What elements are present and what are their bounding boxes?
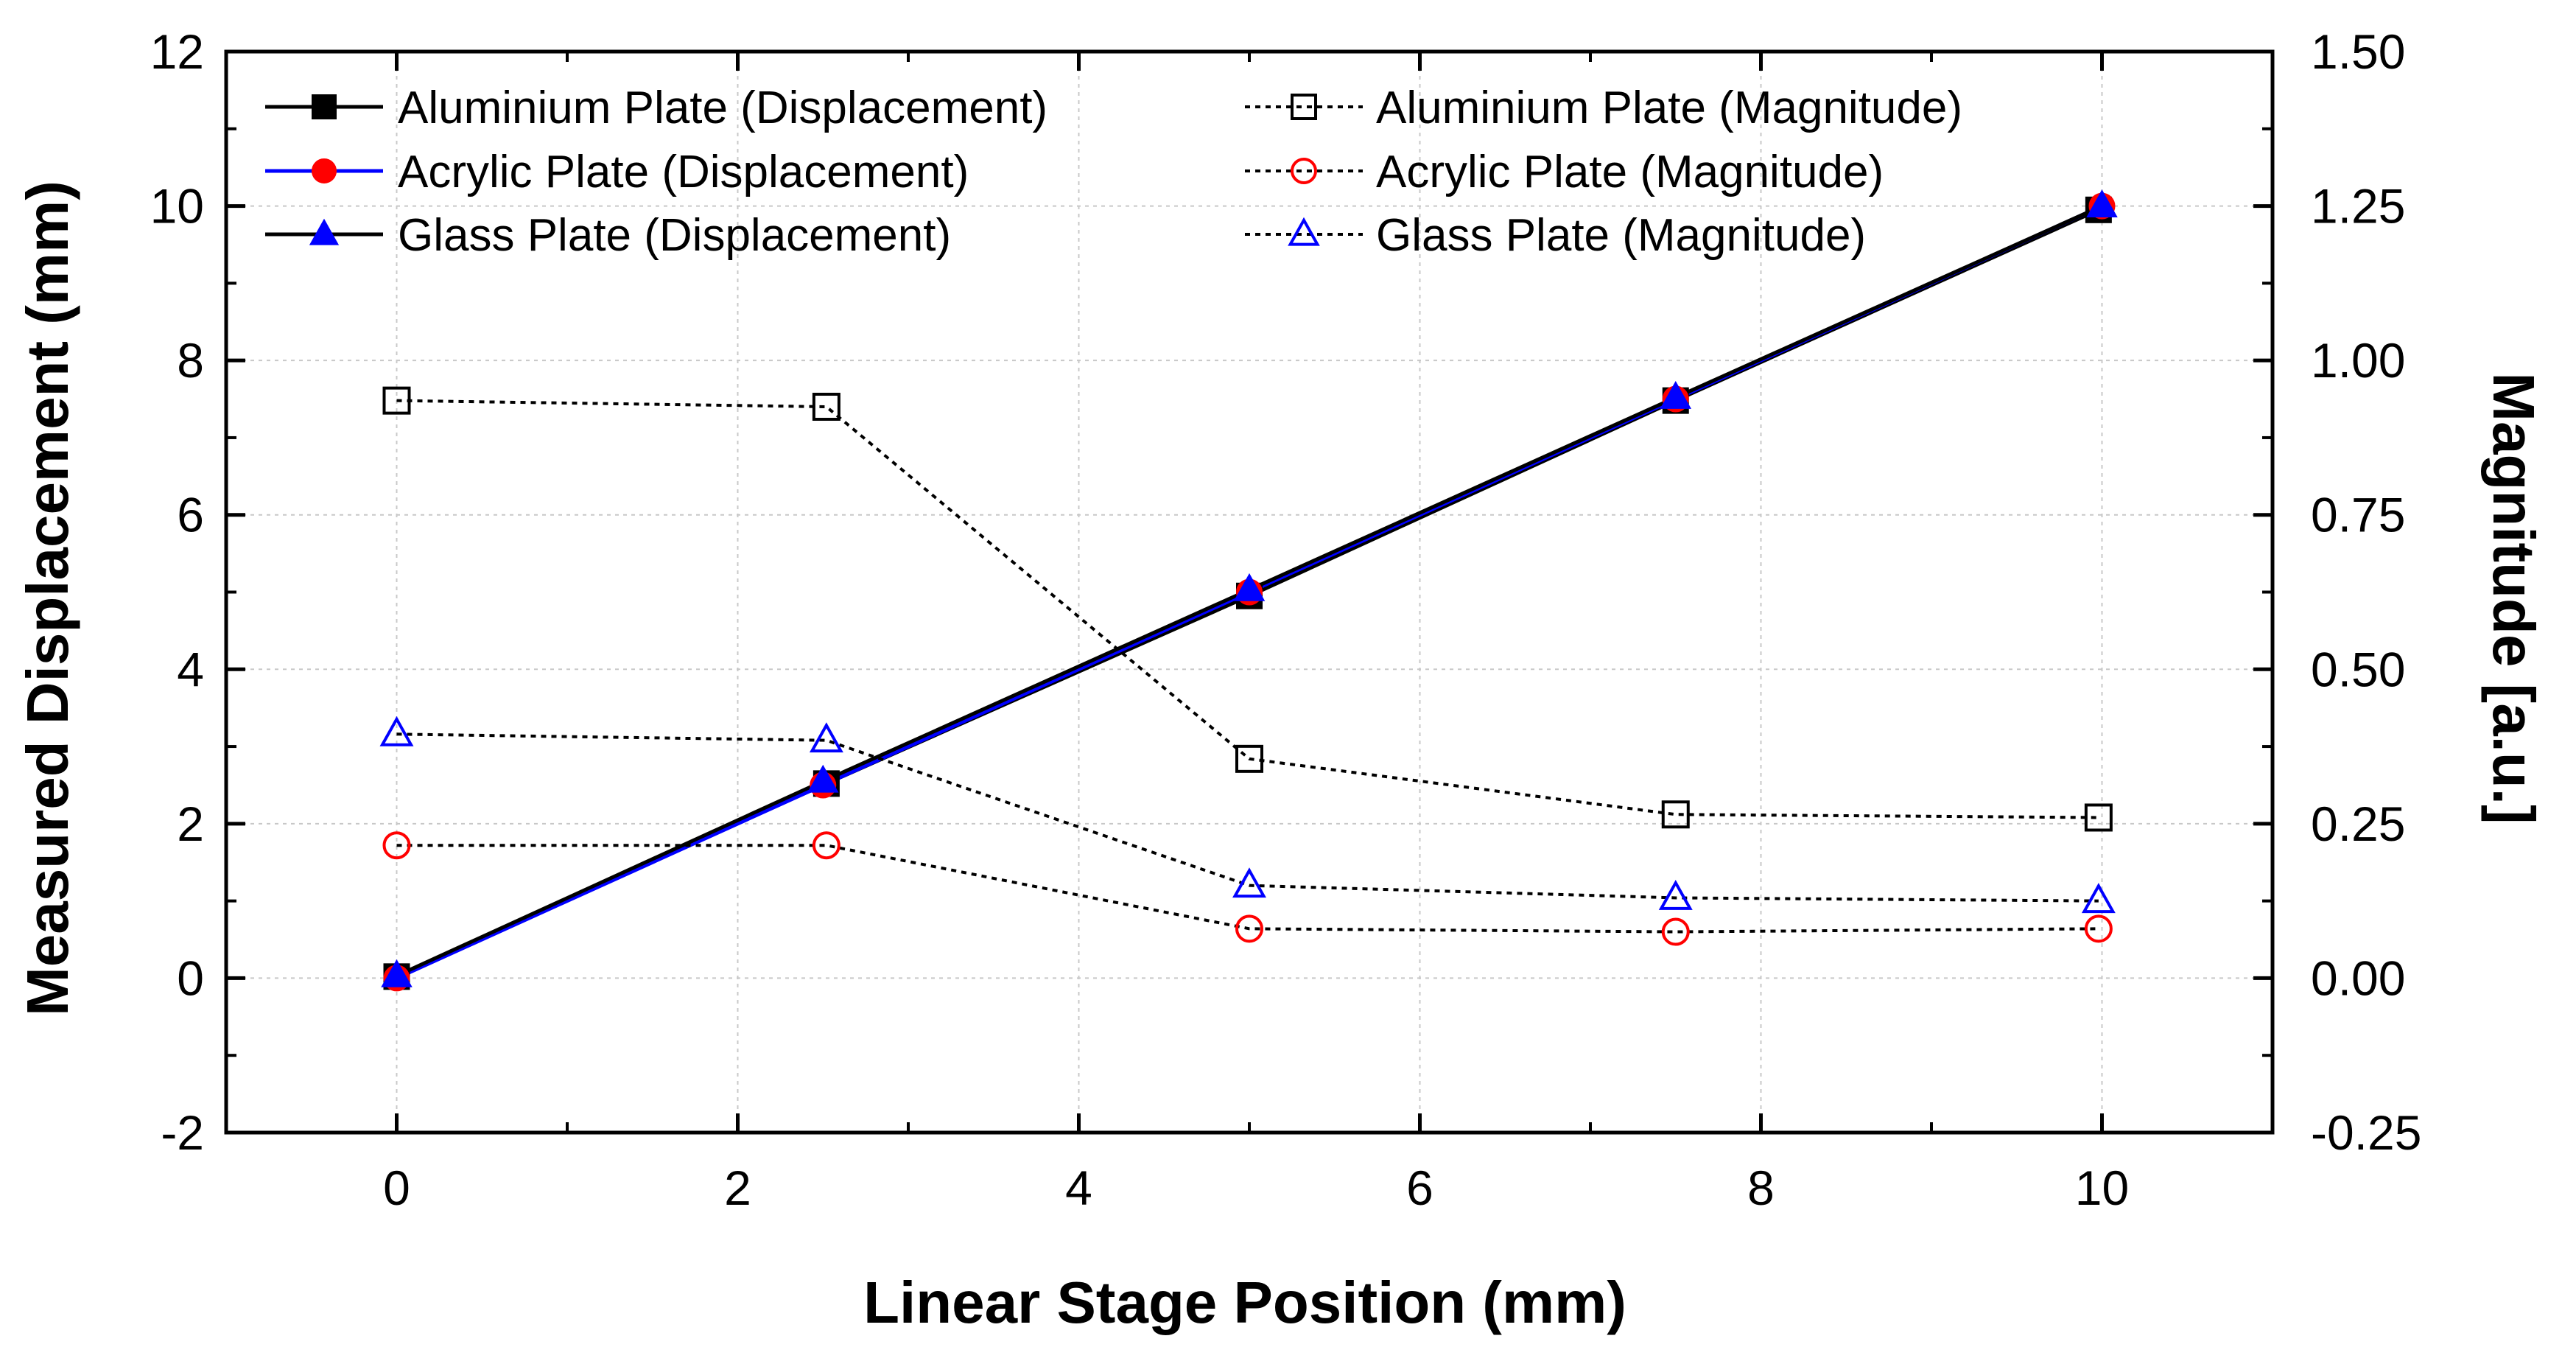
data-point-s6-2 [809,722,843,753]
series-line-4 [396,399,2099,819]
series-line-5 [396,844,2099,934]
data-point-s3-1 [381,959,413,987]
data-point-s6-1 [379,716,414,746]
y-tick-label: 2 [177,797,204,851]
grid-lines [226,52,2273,1133]
y-tick-label: 6 [177,488,204,542]
y2-tick-label: 0.50 [2311,642,2405,696]
axis-ticks [225,49,2274,1135]
y2-tick-label: 1.50 [2311,24,2405,79]
data-point-s5-4 [1661,917,1690,946]
data-point-s4-5 [2084,803,2113,832]
legend-label-4: Aluminium Plate (Magnitude) [1376,83,1962,133]
y2-axis-title: Magnitude [a.u.] [2481,372,2547,824]
legend: Aluminium Plate (Displacement) Acrylic Pl… [265,83,1962,261]
x-tick-label: 10 [2075,1161,2129,1215]
y2-tick-label: 0.75 [2311,488,2405,542]
data-point-s6-3 [1232,867,1266,898]
legend-label-6: Glass Plate (Magnitude) [1376,210,1866,261]
legend-label-3: Glass Plate (Displacement) [398,210,951,261]
tick-labels: 0 2 4 6 8 10 -2 0 2 4 6 8 10 12 -0.25 0.00 0.25 0.50 0.75 1… [150,24,2422,1215]
y2-tick-label: 0.25 [2311,797,2405,851]
data-point-s4-2 [812,393,840,421]
data-point-s3-3 [1233,573,1266,601]
series-markers [379,189,2118,992]
legend-label-1: Aluminium Plate (Displacement) [398,83,1047,133]
y2-tick-label: 1.25 [2311,179,2405,234]
y2-tick-label: 0.00 [2311,951,2405,1005]
legend-marker-4 [1291,94,1317,120]
data-point-s5-2 [812,831,840,860]
y-tick-label: 4 [177,642,204,696]
x-tick-label: 0 [383,1161,410,1215]
series-line-6 [396,732,2099,903]
data-point-s5-1 [382,831,411,860]
data-point-s5-3 [1235,914,1263,943]
y-tick-label: 12 [150,24,204,79]
y2-tick-label: 1.00 [2311,333,2405,388]
data-point-s3-5 [2086,189,2118,218]
data-point-s6-5 [2081,883,2116,914]
x-tick-label: 8 [1747,1161,1775,1215]
legend-marker-5 [1291,158,1317,184]
x-tick-label: 6 [1406,1161,1433,1215]
x-axis-title: Linear Stage Position (mm) [863,1270,1626,1335]
legend-marker-2 [312,158,337,183]
data-point-s4-1 [382,386,411,415]
legend-label-2: Acrylic Plate (Displacement) [398,147,969,197]
data-point-s4-3 [1235,744,1263,773]
data-point-s3-2 [807,764,839,793]
y-axis-title: Measured Displacement (mm) [15,181,80,1016]
y-tick-label: 0 [177,951,204,1005]
x-tick-label: 4 [1065,1161,1092,1215]
data-point-s6-4 [1658,879,1693,910]
data-point-s3-4 [1660,380,1692,409]
x-tick-label: 2 [724,1161,751,1215]
y2-tick-label: -0.25 [2311,1105,2421,1160]
legend-marker-6 [1288,217,1320,246]
legend-marker-1 [312,94,337,119]
y-tick-label: 10 [150,179,204,234]
y-tick-label: 8 [177,333,204,388]
legend-label-5: Acrylic Plate (Magnitude) [1376,147,1884,197]
data-point-s5-5 [2084,914,2113,943]
data-point-s4-4 [1661,800,1690,829]
y-tick-label: -2 [161,1105,204,1160]
legend-marker-3 [309,218,340,245]
